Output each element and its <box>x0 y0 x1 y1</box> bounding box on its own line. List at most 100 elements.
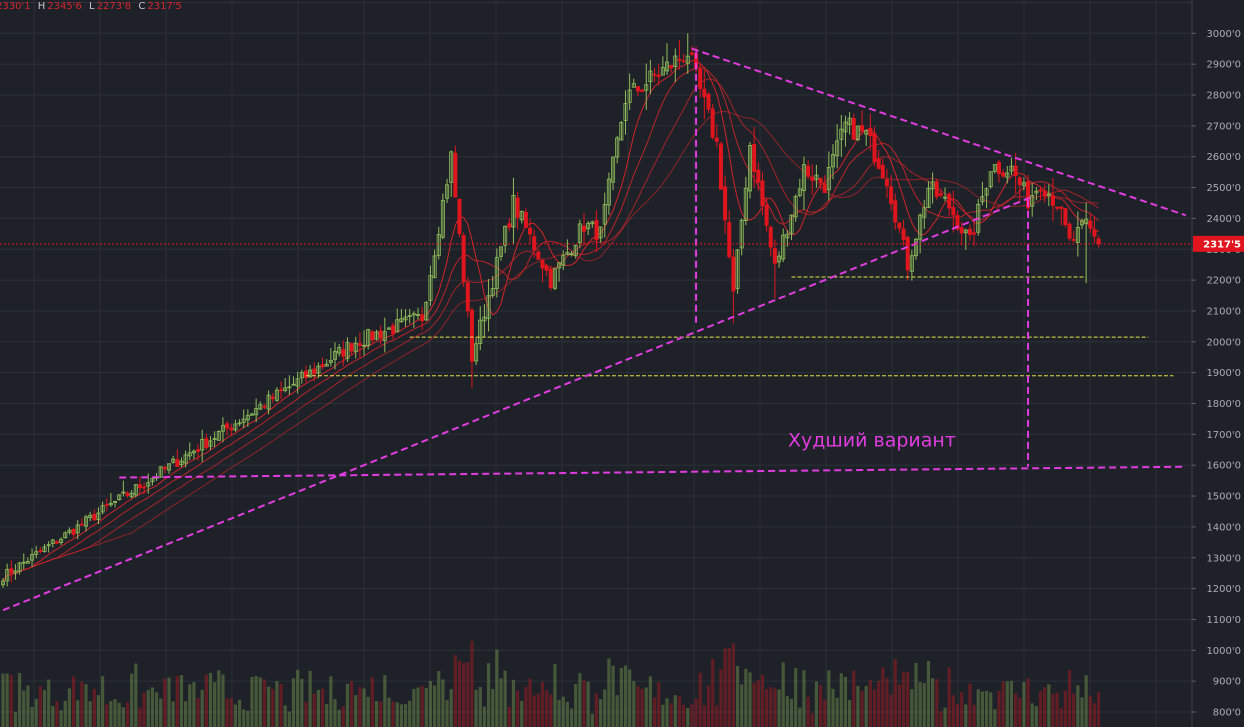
candle-body <box>38 550 43 552</box>
volume-bar <box>814 681 818 727</box>
volume-bar <box>661 704 665 727</box>
volume-bar <box>673 695 677 727</box>
volume-bar <box>877 680 881 727</box>
candle-body <box>1080 220 1085 226</box>
volume-bar <box>395 702 399 727</box>
candle-body <box>249 413 254 416</box>
volume-bar <box>682 704 686 727</box>
candle-body <box>21 561 26 564</box>
price-axis-label: 1500'0 <box>1206 492 1241 503</box>
candle-body <box>490 288 495 296</box>
candle-body <box>606 178 611 206</box>
volume-bar <box>723 648 727 727</box>
volume-bar <box>752 682 756 727</box>
volume-bar <box>1063 690 1067 727</box>
volume-bar <box>258 677 262 727</box>
price-axis-label: 2700'0 <box>1206 121 1241 132</box>
volume-bar <box>731 643 735 727</box>
candle-body <box>868 127 873 137</box>
volume-bar <box>167 677 171 727</box>
volume-bar <box>835 697 839 727</box>
candle-body <box>835 140 840 157</box>
candle-body <box>980 196 985 203</box>
volume-bar <box>765 689 769 727</box>
volume-bar <box>229 698 233 727</box>
volume-bar <box>171 701 175 727</box>
candle-body <box>478 319 483 344</box>
candle-body <box>561 255 566 266</box>
volume-bar <box>482 706 486 727</box>
price-axis-label: 1400'0 <box>1206 522 1241 533</box>
candle-body <box>287 386 292 389</box>
candle-body <box>54 541 59 544</box>
candle-body <box>702 88 707 98</box>
volume-bar <box>358 687 362 727</box>
volume-bar <box>872 689 877 727</box>
low-key: L <box>89 1 95 12</box>
candle-body <box>760 180 765 207</box>
candle-body <box>768 226 773 248</box>
volume-bar <box>1092 703 1097 727</box>
candle-body <box>187 452 192 457</box>
volume-bar <box>237 699 242 727</box>
price-axis-label: 2100'0 <box>1206 306 1241 317</box>
candle-body <box>544 265 549 271</box>
volume-bar <box>42 690 47 727</box>
volume-bar <box>574 684 578 727</box>
volume-bar <box>648 676 652 727</box>
candle-body <box>411 313 416 316</box>
volume-bar <box>652 697 657 727</box>
volume-bar <box>727 647 731 727</box>
candle-body <box>615 137 620 158</box>
candle-body <box>635 86 640 92</box>
volume-bar <box>1038 691 1043 727</box>
volume-bar <box>370 677 374 727</box>
volume-bar <box>623 665 628 727</box>
volume-bar <box>565 701 569 727</box>
price-axis-label: 1100'0 <box>1206 615 1241 626</box>
candle-body <box>328 360 333 363</box>
candle-body <box>46 544 51 547</box>
volume-bar <box>968 683 972 727</box>
volume-bar <box>1072 693 1076 727</box>
candle-body <box>420 314 425 322</box>
price-axis-label: 1600'0 <box>1206 461 1241 472</box>
candle-body <box>175 459 180 467</box>
volume-bar <box>897 684 901 727</box>
candle-body <box>536 251 541 260</box>
volume-bar <box>632 681 636 727</box>
candle-body <box>772 248 777 264</box>
candle-body <box>498 246 503 257</box>
volume-bar <box>665 698 669 727</box>
volume-bar <box>221 674 225 727</box>
volume-bar <box>428 681 433 727</box>
volume-bar <box>960 692 964 727</box>
candle-body <box>756 169 761 183</box>
volume-bar <box>536 693 540 727</box>
volume-bar <box>889 694 893 727</box>
candle-body <box>283 387 288 392</box>
volume-bar <box>906 671 910 727</box>
volume-bar <box>499 678 503 727</box>
candle-body <box>938 193 943 196</box>
volume-bar <box>150 687 154 727</box>
volume-bar <box>918 681 922 727</box>
volume-bar <box>387 697 391 727</box>
volume-bar <box>1088 695 1092 727</box>
volume-bar <box>76 700 80 727</box>
volume-bar <box>59 710 63 727</box>
volume-bar <box>374 701 379 727</box>
candle-body <box>370 331 375 341</box>
price-axis: 800'0 900'0 1000'0 1100'0 1200'0 1300'0 1400'0… <box>1191 0 1244 727</box>
volume-bar <box>333 699 337 727</box>
volume-bar <box>84 684 88 727</box>
candle-body <box>557 262 562 269</box>
candle-body <box>739 219 744 249</box>
low-value: 2273'8 <box>96 1 132 12</box>
volume-bar <box>901 671 906 727</box>
volume-bar <box>628 669 632 727</box>
volume-bar <box>507 706 511 727</box>
